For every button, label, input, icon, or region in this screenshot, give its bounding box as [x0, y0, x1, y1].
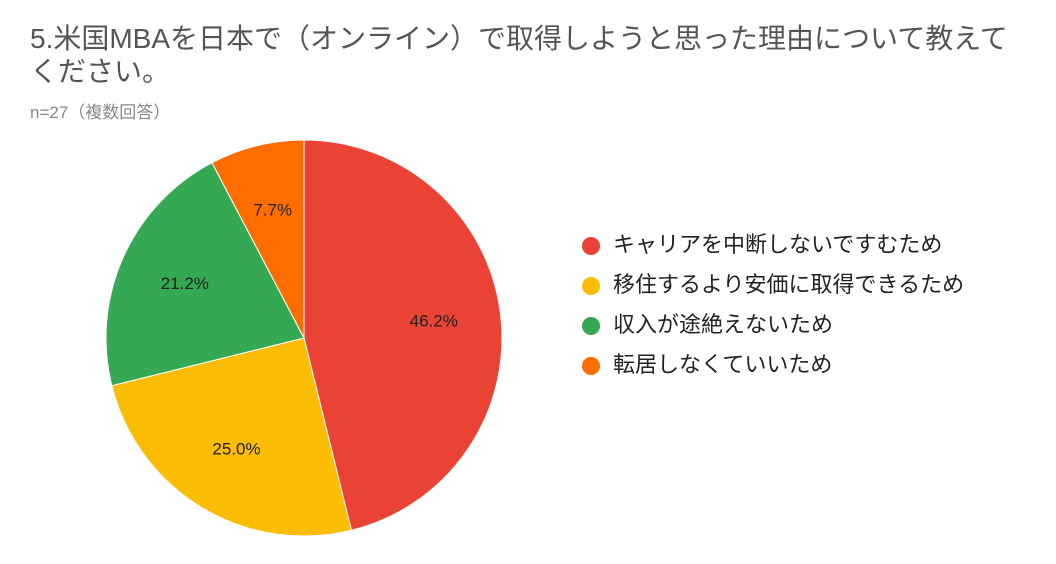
pie-slice: [211, 139, 305, 339]
legend-marker: [582, 237, 600, 255]
chart-subtitle: n=27（複数回答）: [30, 103, 171, 122]
data-label: 25.0%: [212, 439, 260, 458]
legend-label: 収入が途絶えないため: [613, 312, 833, 337]
legend-label: 転居しなくていいため: [613, 352, 832, 377]
data-label: 21.2%: [161, 274, 209, 293]
legend-marker: [582, 317, 600, 335]
legend-label: キャリアを中断しないですむため: [613, 232, 942, 257]
chart-title: 5.米国MBAを日本で（オンライン）で取得しようと思った理由について教えてくださ…: [30, 23, 1008, 87]
pie-slice: [111, 337, 352, 537]
data-label: 46.2%: [410, 312, 458, 331]
data-label: 7.7%: [253, 201, 292, 220]
legend-marker: [582, 357, 600, 375]
legend-marker: [582, 277, 600, 295]
pie-slice: [303, 139, 503, 531]
legend-label: 移住するより安価に取得できるため: [613, 272, 964, 297]
pie-slice: [105, 162, 305, 387]
